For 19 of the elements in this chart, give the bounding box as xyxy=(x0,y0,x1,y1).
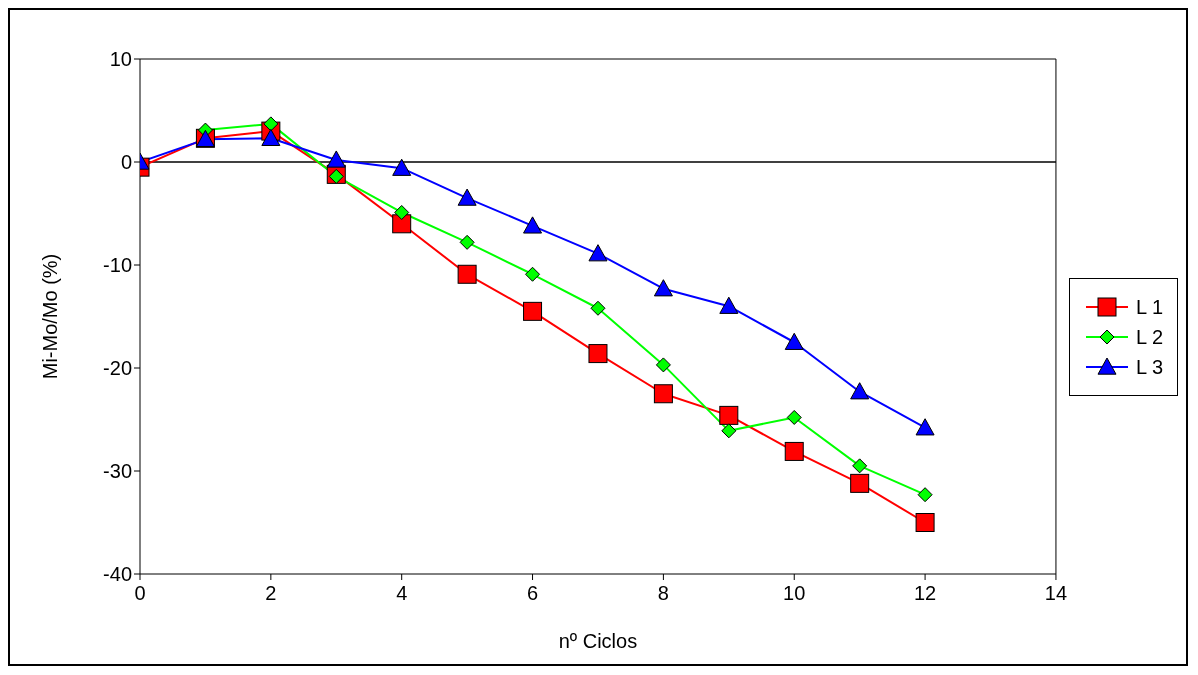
y-tick-label: 0 xyxy=(120,151,132,174)
x-tick-label: 8 xyxy=(657,582,669,605)
x-tick-label: 6 xyxy=(526,582,539,605)
x-tick-label: 4 xyxy=(396,582,408,605)
x-tick-label: 14 xyxy=(1044,582,1068,605)
y-tick-label: -30 xyxy=(103,460,132,483)
y-axis-title: Mi-Mo/Mo (%) xyxy=(39,253,62,380)
y-tick-label: 10 xyxy=(109,48,132,71)
x-tick-label: 2 xyxy=(265,582,277,605)
y-tick-label: -10 xyxy=(103,254,132,277)
x-tick-label: 10 xyxy=(783,582,806,605)
legend-label: L 3 xyxy=(1135,355,1163,379)
y-tick-label: -40 xyxy=(103,563,132,586)
x-tick-label: 0 xyxy=(134,582,146,605)
legend-label: L 1 xyxy=(1135,295,1163,319)
x-tick-label: 12 xyxy=(913,582,937,605)
legend-label: L 2 xyxy=(1135,325,1163,349)
y-tick-label: -20 xyxy=(103,357,132,380)
x-axis-title: nº Ciclos xyxy=(558,630,638,652)
